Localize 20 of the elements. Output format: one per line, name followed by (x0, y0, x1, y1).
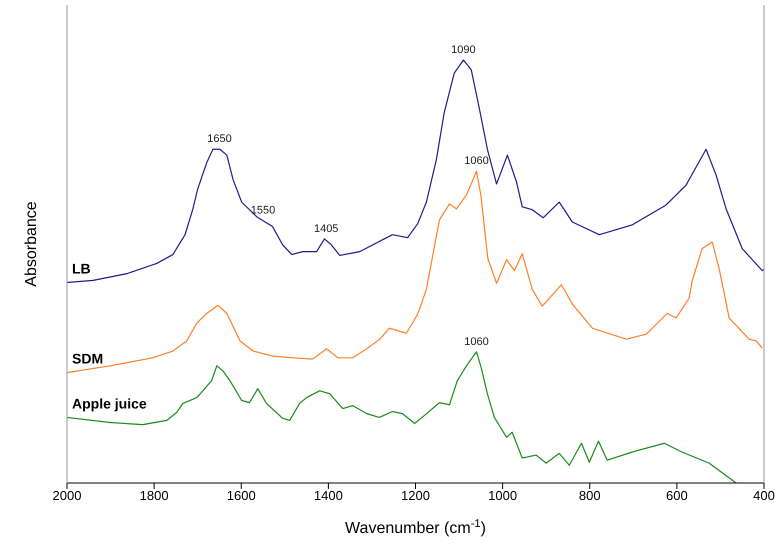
x-tick-label: 800 (578, 488, 601, 504)
x-tick-label: 2000 (52, 488, 82, 504)
x-tick-label: 600 (666, 488, 688, 504)
x-tick-label: 1000 (488, 488, 518, 504)
series-label: LB (72, 260, 91, 276)
x-tick-label: 1600 (226, 488, 256, 504)
annotation: 1060 (464, 155, 489, 168)
annotation: 1650 (207, 133, 232, 146)
x-tick-label: 1800 (140, 488, 169, 504)
annotation: 1550 (250, 204, 276, 217)
x-tick-label: 400 (753, 488, 775, 504)
series-label: Apple juice (72, 395, 147, 412)
annotation: 1060 (464, 336, 489, 348)
x-tick-label: 1200 (401, 488, 430, 504)
y-axis-title: Absorbance (23, 201, 40, 287)
x-axis-title: Wavenumber (cm$^{-1}$) (345, 518, 486, 537)
annotation: 1090 (451, 44, 476, 56)
annotation: 1405 (314, 222, 338, 235)
x-tick-label: 1400 (314, 488, 343, 504)
series-label: SDM (72, 350, 104, 367)
